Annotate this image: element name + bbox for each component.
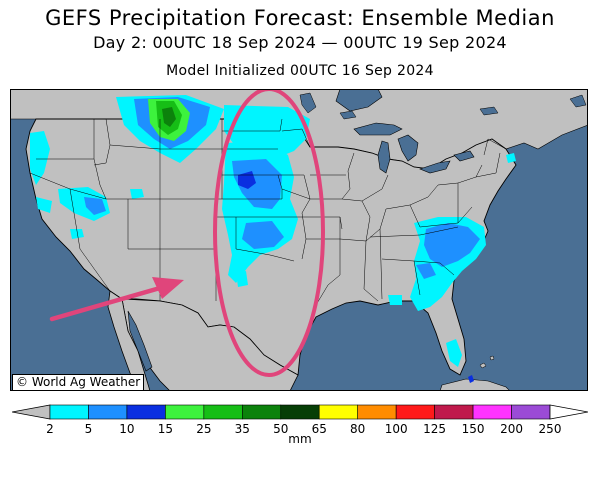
colorbar-segment <box>472 404 512 420</box>
colorbar-segment <box>318 404 358 420</box>
precipitation-colorbar: 2 5 10 15 25 35 50 65 80 100 125 150 200 250 <box>12 404 588 436</box>
colorbar-tick-label: 2 <box>46 422 54 436</box>
colorbar-above-triangle <box>549 404 588 420</box>
colorbar-tick-label: 10 <box>119 422 134 436</box>
colorbar-segment <box>280 404 320 420</box>
precipitation-fields <box>30 95 516 383</box>
forecast-period: Day 2: 00UTC 18 Sep 2024 — 00UTC 19 Sep … <box>93 33 507 52</box>
state-borders <box>29 118 507 306</box>
highlight-ellipse <box>213 89 325 377</box>
colorbar-tick-label: 15 <box>158 422 173 436</box>
colorbar-segment <box>511 404 551 420</box>
highlight-arrow-head <box>152 277 184 299</box>
precipitation-map <box>10 89 588 391</box>
colorbar-segments <box>12 404 588 420</box>
cuba <box>439 378 511 391</box>
colorbar-tick-label: 100 <box>385 422 408 436</box>
colorbar-tick-label: 150 <box>462 422 485 436</box>
canadian-lakes <box>299 92 587 120</box>
hudson-bay <box>335 89 383 112</box>
colorbar-segment <box>203 404 243 420</box>
colorbar-segment <box>49 404 89 420</box>
baja-peninsula <box>107 290 151 391</box>
colorbar-segment <box>88 404 128 420</box>
great-lakes <box>353 122 475 174</box>
colorbar-tick-label: 200 <box>500 422 523 436</box>
colorbar-tick-label: 35 <box>235 422 250 436</box>
model-init-time: Model Initialized 00UTC 16 Sep 2024 <box>166 63 434 79</box>
colorbar-tick-label: 65 <box>312 422 327 436</box>
colorbar-tick-label: 250 <box>539 422 562 436</box>
colorbar-tick-label: 125 <box>423 422 446 436</box>
colorbar-segment <box>242 404 282 420</box>
map-title: GEFS Precipitation Forecast: Ensemble Me… <box>45 6 555 30</box>
colorbar-unit: mm <box>288 432 312 446</box>
colorbar-tick-label: 80 <box>350 422 365 436</box>
bahamas <box>479 355 495 369</box>
colorbar-segment <box>395 404 435 420</box>
colorbar-segment <box>434 404 474 420</box>
colorbar-tick-label: 25 <box>196 422 211 436</box>
copyright-credit: © World Ag Weather <box>12 374 145 391</box>
gulf-of-california <box>127 310 153 372</box>
colorbar-labels: 2 5 10 15 25 35 50 65 80 100 125 150 200 250 <box>46 422 561 436</box>
colorbar-segment <box>126 404 166 420</box>
highlight-arrow-shaft <box>49 285 163 322</box>
colorbar-segment <box>165 404 205 420</box>
colorbar-tick-label: 50 <box>273 422 288 436</box>
colorbar-tick-label: 5 <box>85 422 93 436</box>
colorbar-below-triangle <box>12 404 51 420</box>
colorbar-segment <box>357 404 397 420</box>
annotations <box>49 89 325 377</box>
